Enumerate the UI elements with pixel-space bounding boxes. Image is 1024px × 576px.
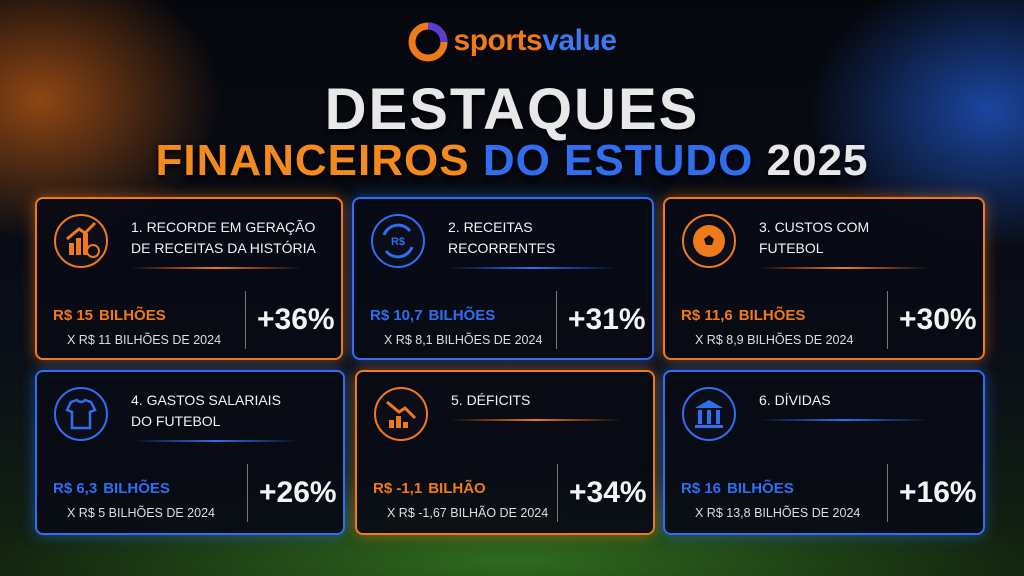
change: +36% bbox=[257, 303, 335, 336]
card: R$ 2. RECEITAS RECORRENTES R$ 10,7 BILHÕES X … bbox=[352, 197, 654, 360]
divider bbox=[759, 267, 929, 269]
card-title-line: 3. CUSTOS COM bbox=[759, 219, 870, 235]
title: DESTAQUES bbox=[324, 77, 700, 142]
value-unit: BILHÕES bbox=[428, 307, 496, 324]
change: +16% bbox=[899, 476, 977, 509]
comparison: X R$ 8,1 BILHÕES DE 2024 bbox=[384, 333, 543, 347]
logo-text: sports bbox=[453, 23, 543, 57]
change: +34% bbox=[569, 476, 647, 509]
value-main: R$ 11,6 bbox=[681, 307, 733, 324]
card: 1. RECORDE EM GERAÇÃO DE RECEITAS DA HIST… bbox=[35, 197, 343, 360]
comparison: X R$ 8,9 BILHÕES DE 2024 bbox=[695, 333, 854, 347]
icon-graphic bbox=[54, 214, 108, 268]
icon: R$ bbox=[370, 213, 426, 269]
icon-graphic bbox=[374, 387, 428, 441]
change: +26% bbox=[259, 476, 337, 509]
change: +31% bbox=[568, 303, 646, 336]
icon bbox=[373, 386, 429, 442]
separator bbox=[557, 464, 558, 522]
value-main: R$ 16 bbox=[681, 480, 722, 497]
icon-graphic bbox=[682, 214, 736, 268]
logo-icon bbox=[408, 22, 448, 62]
card-title-line: 6. DÍVIDAS bbox=[759, 392, 831, 408]
card-title: 5. DÉFICITS bbox=[451, 390, 530, 411]
card-title: 3. CUSTOS COM FUTEBOL bbox=[759, 217, 869, 259]
card: 6. DÍVIDAS R$ 16 BILHÕES X R$ 13,8 BILHÕES … bbox=[663, 370, 985, 535]
value-unit: BILHÕES bbox=[103, 480, 170, 497]
card-title: 2. RECEITAS RECORRENTES bbox=[448, 217, 555, 259]
value-main: R$ -1,1 bbox=[373, 480, 423, 497]
card-title-line: 4. GASTOS SALARIAIS bbox=[131, 392, 281, 408]
card-title-line: 2. RECEITAS bbox=[448, 219, 533, 235]
divider bbox=[131, 440, 301, 442]
divider bbox=[448, 267, 618, 269]
icon-graphic bbox=[54, 387, 108, 441]
card: 3. CUSTOS COM FUTEBOL R$ 11,6 BILHÕES X R$ 8… bbox=[663, 197, 985, 360]
card: 5. DÉFICITS R$ -1,1 BILHÃO X R$ -1,67 BILHÃ… bbox=[355, 370, 655, 535]
icon-text: R$ bbox=[391, 236, 405, 248]
value-main: R$ 15 bbox=[53, 307, 94, 324]
title: FINANCEIROS DO ESTUDO 2025 bbox=[0, 136, 1024, 186]
card-title: 4. GASTOS SALARIAIS DO FUTEBOL bbox=[131, 390, 281, 432]
card-title-line: 1. RECORDE EM GERAÇÃO bbox=[131, 219, 316, 235]
comparison: X R$ 5 BILHÕES DE 2024 bbox=[67, 506, 215, 520]
icon bbox=[53, 213, 109, 269]
card-value: R$ 15 BILHÕES bbox=[53, 295, 166, 327]
logo-text: value bbox=[542, 23, 617, 57]
card-title-line: 5. DÉFICITS bbox=[451, 392, 531, 408]
separator bbox=[247, 464, 248, 522]
icon-graphic: R$ bbox=[371, 214, 425, 268]
comparison: X R$ 13,8 BILHÕES DE 2024 bbox=[695, 506, 861, 520]
icon bbox=[53, 386, 109, 442]
logo: sportsvalue bbox=[0, 22, 1024, 62]
card-title-line: FUTEBOL bbox=[759, 240, 824, 256]
card-value: R$ 10,7 BILHÕES bbox=[370, 295, 495, 327]
change: +30% bbox=[899, 303, 977, 336]
card: 4. GASTOS SALARIAIS DO FUTEBOL R$ 6,3 BILHÕ… bbox=[35, 370, 345, 535]
card-title-line: DO FUTEBOL bbox=[131, 413, 221, 429]
separator bbox=[556, 291, 557, 349]
comparison: X R$ -1,67 BILHÃO DE 2024 bbox=[387, 506, 549, 520]
divider bbox=[131, 267, 301, 269]
value-unit: BILHÃO bbox=[428, 480, 486, 497]
separator bbox=[887, 291, 888, 349]
value-main: R$ 6,3 bbox=[53, 480, 98, 497]
title-part: FINANCEIROS bbox=[155, 136, 470, 185]
card-title-line: DE RECEITAS DA HISTÓRIA bbox=[131, 240, 316, 256]
title-part: DO ESTUDO bbox=[482, 136, 754, 185]
title-part: 2025 bbox=[766, 136, 869, 185]
icon-graphic bbox=[682, 387, 736, 441]
card-title: 1. RECORDE EM GERAÇÃO DE RECEITAS DA HIST… bbox=[131, 217, 316, 259]
value-unit: BILHÕES bbox=[99, 307, 166, 324]
card-title-line: RECORRENTES bbox=[448, 240, 556, 256]
divider bbox=[759, 419, 929, 421]
comparison: X R$ 11 BILHÕES DE 2024 bbox=[67, 333, 222, 347]
value-main: R$ 10,7 bbox=[370, 307, 423, 324]
value-unit: BILHÕES bbox=[738, 307, 806, 324]
separator bbox=[887, 464, 888, 522]
icon bbox=[681, 386, 737, 442]
divider bbox=[451, 419, 621, 421]
value-unit: BILHÕES bbox=[727, 480, 794, 497]
card-value: R$ 6,3 BILHÕES bbox=[53, 468, 170, 500]
card-value: R$ 11,6 BILHÕES bbox=[681, 295, 805, 327]
icon bbox=[681, 213, 737, 269]
card-value: R$ 16 BILHÕES bbox=[681, 468, 794, 500]
card-title: 6. DÍVIDAS bbox=[759, 390, 831, 411]
card-value: R$ -1,1 BILHÃO bbox=[373, 468, 486, 500]
separator bbox=[245, 291, 246, 349]
